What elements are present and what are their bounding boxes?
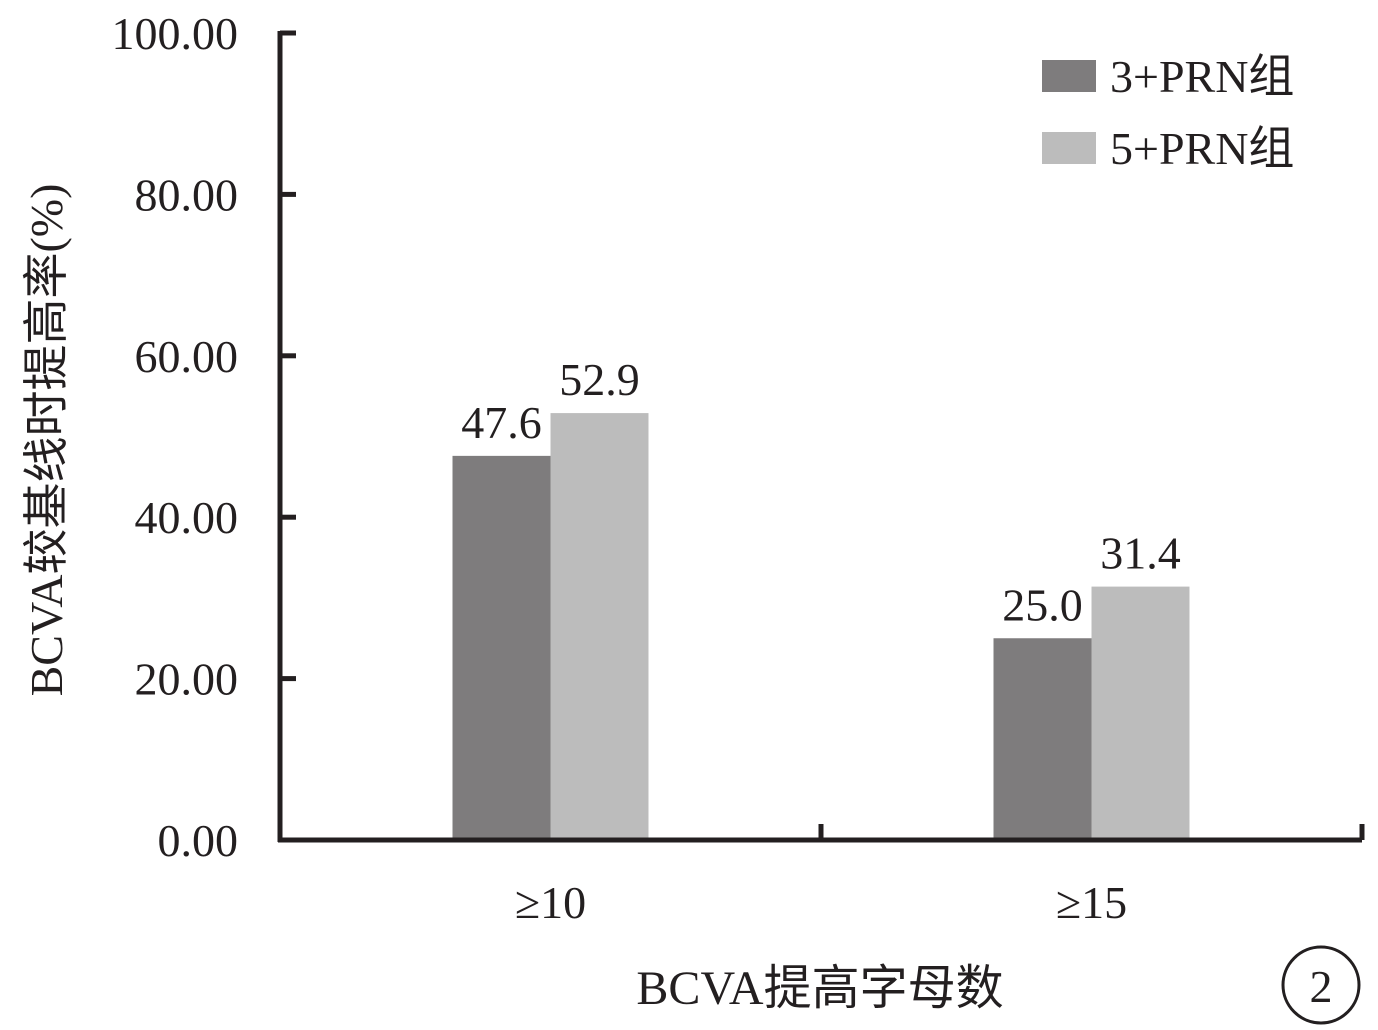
data-label-series-1-cat-2: 25.0 bbox=[1002, 579, 1083, 630]
panel-label-circle bbox=[1281, 945, 1361, 1025]
axes bbox=[277, 30, 1365, 843]
x-tick-label-1: ≥10 bbox=[515, 877, 586, 928]
bars bbox=[452, 413, 1190, 840]
legend-swatch-2 bbox=[1042, 132, 1096, 164]
y-tick-label-0: 0.00 bbox=[158, 815, 239, 866]
y-tick-label-5: 100.00 bbox=[112, 8, 239, 59]
y-tick-label-4: 80.00 bbox=[135, 169, 239, 220]
y-tick-label-2: 40.00 bbox=[135, 492, 239, 543]
bar-series-1-cat-2 bbox=[993, 638, 1092, 840]
legend-label-1: 3+PRN组 bbox=[1110, 51, 1294, 102]
legend-label-2: 5+PRN组 bbox=[1110, 123, 1294, 174]
bar-series-2-cat-1 bbox=[550, 413, 649, 840]
x-tick-label-2: ≥15 bbox=[1056, 877, 1127, 928]
data-label-series-2-cat-1: 52.9 bbox=[559, 354, 640, 405]
chart-text: 47.6 52.9 25.0 31.4 0.00 20.00 40.00 60.00 80.00… bbox=[21, 8, 1361, 1025]
legend-swatch-1 bbox=[1042, 60, 1096, 92]
bar-series-1-cat-1 bbox=[452, 455, 551, 840]
y-tick-label-1: 20.00 bbox=[135, 654, 239, 705]
y-tick-label-3: 60.00 bbox=[135, 331, 239, 382]
y-axis-label: BCVA较基线时提高率(%) bbox=[21, 184, 72, 697]
legend: 3+PRN组 5+PRN组 bbox=[1042, 51, 1294, 174]
x-axis-label: BCVA提高字母数 bbox=[636, 962, 1003, 1015]
data-label-series-2-cat-2: 31.4 bbox=[1100, 528, 1181, 579]
data-label-series-1-cat-1: 47.6 bbox=[461, 397, 542, 448]
bar-series-2-cat-2 bbox=[1091, 586, 1190, 840]
panel-label: 2 bbox=[1310, 961, 1333, 1012]
